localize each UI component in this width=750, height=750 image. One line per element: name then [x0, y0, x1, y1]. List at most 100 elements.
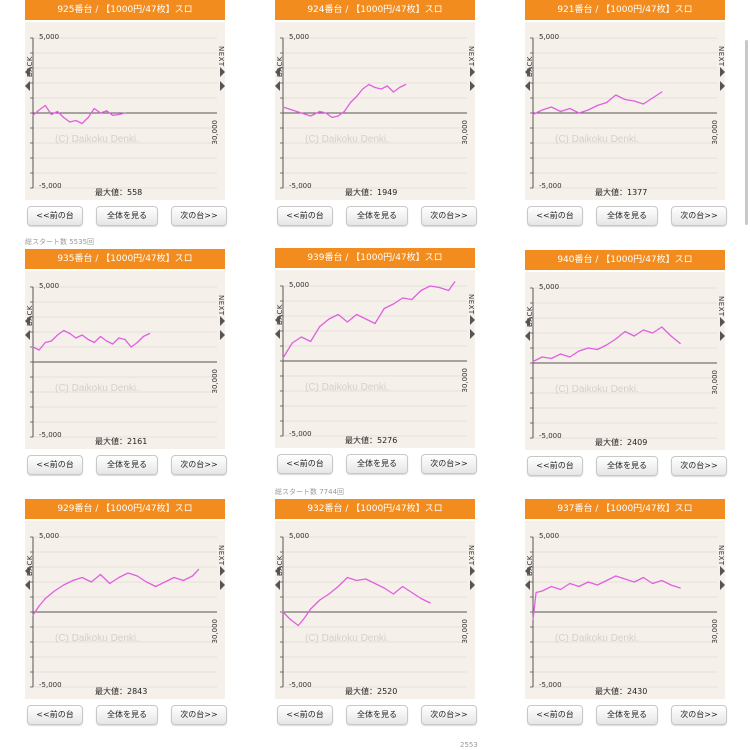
prev-machine-button[interactable]: <<前の台 [277, 454, 333, 474]
scrollbar[interactable] [745, 40, 748, 225]
next-arrow-icon[interactable] [470, 315, 475, 325]
next-arrow-icon[interactable] [720, 81, 725, 91]
next-machine-button[interactable]: 次の台>> [671, 705, 727, 725]
view-all-button[interactable]: 全体を見る [596, 206, 658, 226]
next-label[interactable]: NEXT [717, 46, 725, 67]
data-point [99, 335, 102, 338]
next-machine-button[interactable]: 次の台>> [671, 456, 727, 476]
machine-title[interactable]: 932番台 / 【1000円/47枚】スロ [275, 499, 475, 519]
back-arrow-icon[interactable] [25, 316, 30, 326]
machine-title[interactable]: 924番台 / 【1000円/47枚】スロ [275, 0, 475, 20]
slump-line [32, 329, 150, 351]
back-arrow-icon[interactable] [525, 566, 530, 576]
back-arrow-icon[interactable] [525, 331, 530, 341]
x-tick-end: 30,000 [461, 120, 469, 145]
data-point [615, 94, 617, 96]
chart-area: BACK NEXT 5,000 -5,000 30,000 (C) Daikok… [275, 270, 475, 448]
next-arrow-icon[interactable] [470, 81, 475, 91]
y-tick-top: 5,000 [289, 532, 310, 540]
prev-machine-button[interactable]: <<前の台 [277, 206, 333, 226]
view-all-button[interactable]: 全体を見る [596, 705, 658, 725]
y-tick-bottom: -5,000 [289, 681, 312, 689]
next-label[interactable]: NEXT [717, 296, 725, 317]
data-point [679, 587, 681, 589]
next-machine-button[interactable]: 次の台>> [671, 206, 727, 226]
view-all-button[interactable]: 全体を見る [96, 206, 158, 226]
next-arrow-icon[interactable] [220, 330, 225, 340]
back-arrow-icon[interactable] [25, 580, 30, 590]
next-machine-button[interactable]: 次の台>> [421, 206, 477, 226]
view-all-button[interactable]: 全体を見る [346, 206, 408, 226]
next-arrow-icon[interactable] [220, 81, 225, 91]
next-arrow-icon[interactable] [720, 67, 725, 77]
next-arrow-icon[interactable] [720, 331, 725, 341]
next-arrow-icon[interactable] [470, 566, 475, 576]
machine-title[interactable]: 925番台 / 【1000円/47枚】スロ [25, 0, 225, 20]
back-arrow-icon[interactable] [25, 330, 30, 340]
next-machine-button[interactable]: 次の台>> [171, 705, 227, 725]
prev-machine-button[interactable]: <<前の台 [277, 705, 333, 725]
back-arrow-icon[interactable] [25, 81, 30, 91]
back-arrow-icon[interactable] [275, 67, 280, 77]
next-arrow-icon[interactable] [720, 566, 725, 576]
next-arrow-icon[interactable] [470, 329, 475, 339]
data-point [130, 346, 132, 348]
view-all-button[interactable]: 全体を見る [96, 705, 158, 725]
next-machine-button[interactable]: 次の台>> [171, 206, 227, 226]
machine-title[interactable]: 929番台 / 【1000円/47枚】スロ [25, 499, 225, 519]
data-point [337, 585, 339, 588]
view-all-button[interactable]: 全体を見る [96, 455, 158, 475]
next-label[interactable]: NEXT [467, 294, 475, 315]
next-label[interactable]: NEXT [217, 545, 225, 566]
view-all-button[interactable]: 全体を見る [596, 456, 658, 476]
view-all-button[interactable]: 全体を見る [346, 454, 408, 474]
next-label[interactable]: NEXT [467, 46, 475, 67]
data-point [661, 91, 663, 93]
next-arrow-icon[interactable] [220, 67, 225, 77]
next-arrow-icon[interactable] [720, 317, 725, 327]
prev-machine-button[interactable]: <<前の台 [27, 455, 83, 475]
back-arrow-icon[interactable] [25, 67, 30, 77]
next-machine-button[interactable]: 次の台>> [171, 455, 227, 475]
next-arrow-icon[interactable] [470, 67, 475, 77]
prev-machine-button[interactable]: <<前の台 [27, 705, 83, 725]
back-arrow-icon[interactable] [525, 67, 530, 77]
machine-title[interactable]: 939番台 / 【1000円/47枚】スロ [275, 248, 475, 268]
machine-title[interactable]: 935番台 / 【1000円/47枚】スロ [25, 249, 225, 269]
back-arrow-icon[interactable] [275, 329, 280, 339]
back-arrow-icon[interactable] [25, 566, 30, 576]
watermark: (C) Daikoku Denki. [305, 633, 389, 644]
machine-title[interactable]: 921番台 / 【1000円/47枚】スロ [525, 0, 725, 20]
data-point [325, 112, 327, 114]
data-point [289, 618, 291, 621]
machine-title[interactable]: 940番台 / 【1000円/47枚】スロ [525, 250, 725, 270]
next-arrow-icon[interactable] [720, 580, 725, 590]
prev-machine-button[interactable]: <<前の台 [527, 206, 583, 226]
view-all-button[interactable]: 全体を見る [346, 705, 408, 725]
back-arrow-icon[interactable] [275, 81, 280, 91]
machine-panel: 940番台 / 【1000円/47枚】スロ BACK NEXT 5,000 -5… [525, 250, 727, 482]
data-point [606, 344, 608, 346]
prev-machine-button[interactable]: <<前の台 [27, 206, 83, 226]
next-arrow-icon[interactable] [220, 580, 225, 590]
next-arrow-icon[interactable] [470, 580, 475, 590]
chart-area: BACK NEXT 5,000 -5,000 30,000 (C) Daikok… [525, 22, 725, 200]
back-arrow-icon[interactable] [525, 81, 530, 91]
next-label[interactable]: NEXT [217, 46, 225, 67]
back-arrow-icon[interactable] [525, 580, 530, 590]
next-label[interactable]: NEXT [467, 545, 475, 566]
next-machine-button[interactable]: 次の台>> [421, 454, 477, 474]
next-machine-button[interactable]: 次の台>> [421, 705, 477, 725]
next-label[interactable]: NEXT [717, 545, 725, 566]
back-arrow-icon[interactable] [525, 317, 530, 327]
next-arrow-icon[interactable] [220, 316, 225, 326]
prev-machine-button[interactable]: <<前の台 [527, 456, 583, 476]
machine-title[interactable]: 937番台 / 【1000円/47枚】スロ [525, 499, 725, 519]
data-point [368, 83, 370, 86]
back-arrow-icon[interactable] [275, 315, 280, 325]
prev-machine-button[interactable]: <<前の台 [527, 705, 583, 725]
back-arrow-icon[interactable] [275, 566, 280, 576]
back-arrow-icon[interactable] [275, 580, 280, 590]
next-arrow-icon[interactable] [220, 566, 225, 576]
next-label[interactable]: NEXT [217, 295, 225, 316]
